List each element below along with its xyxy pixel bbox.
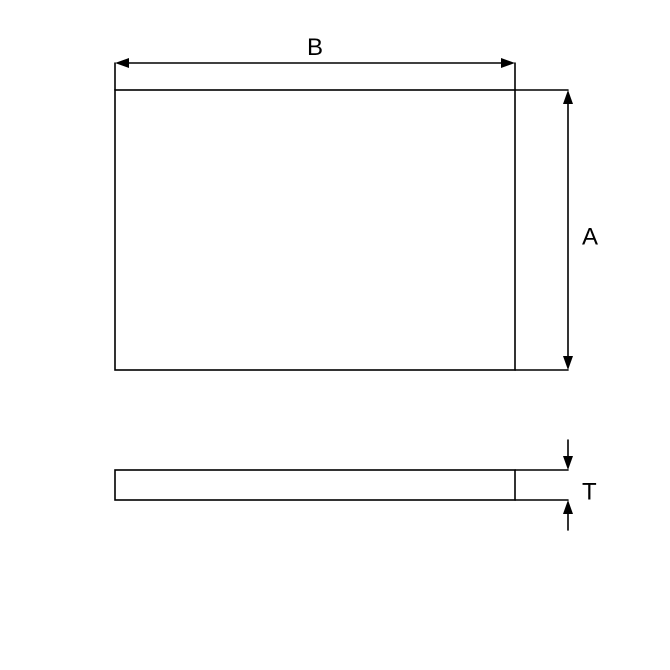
dimension-diagram: B A T bbox=[0, 0, 670, 670]
dim-t-label: T bbox=[582, 478, 597, 505]
side-view-rect bbox=[115, 470, 515, 500]
dim-b-label: B bbox=[307, 34, 323, 61]
dim-a-label: A bbox=[582, 223, 598, 250]
top-view-rect bbox=[115, 90, 515, 370]
